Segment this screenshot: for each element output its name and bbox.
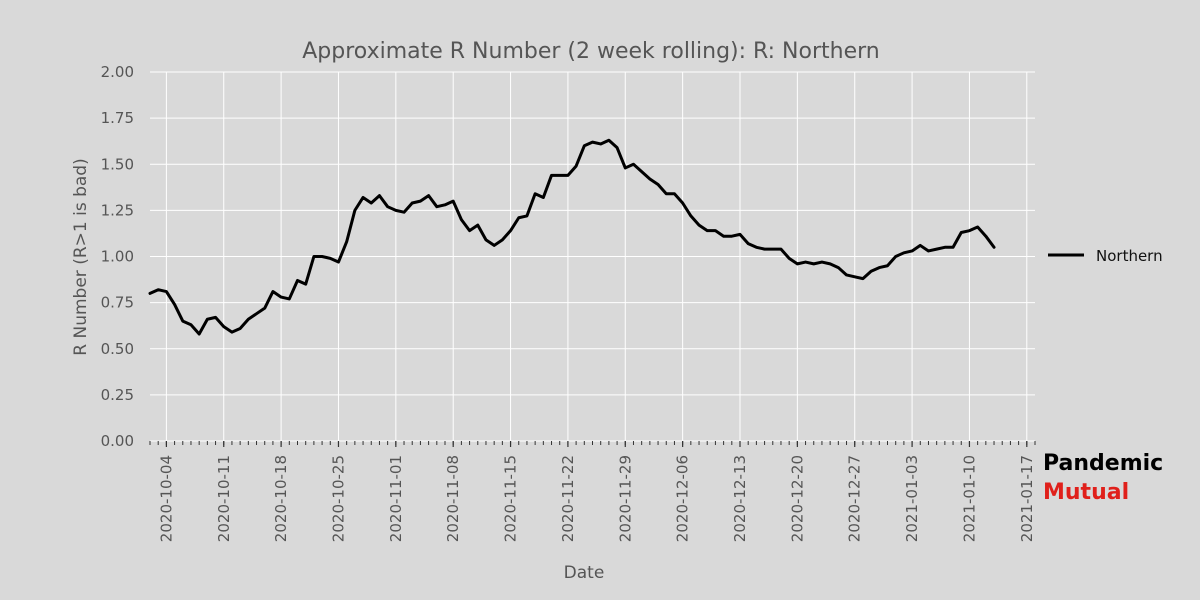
x-tick-label: 2020-11-01 bbox=[387, 455, 405, 542]
x-axis-label: Date bbox=[564, 563, 605, 583]
y-axis-ticks: 0.00 0.25 0.50 0.75 1.00 1.25 1.50 1.75 2.00 bbox=[101, 63, 134, 450]
x-tick-label: 2020-12-27 bbox=[846, 455, 864, 542]
x-tick-label: 2020-11-22 bbox=[559, 455, 577, 542]
y-tick-label: 2.00 bbox=[101, 63, 134, 81]
legend: Northern bbox=[1048, 247, 1163, 265]
x-tick-label: 2020-11-08 bbox=[444, 455, 462, 542]
x-tick-label: 2020-10-25 bbox=[329, 455, 347, 542]
y-tick-label: 1.75 bbox=[101, 109, 134, 127]
brand-line-2: Mutual bbox=[1043, 480, 1129, 505]
x-tick-label: 2021-01-10 bbox=[960, 455, 978, 542]
x-tick-label: 2021-01-17 bbox=[1018, 455, 1036, 542]
y-tick-label: 1.50 bbox=[101, 155, 134, 173]
gridlines bbox=[150, 71, 1035, 442]
x-tick-label: 2020-12-20 bbox=[788, 455, 806, 542]
x-tick-label: 2020-10-04 bbox=[157, 455, 175, 542]
x-tick-label: 2020-12-13 bbox=[731, 455, 749, 542]
brand-logo: Pandemic Mutual bbox=[1043, 451, 1163, 505]
x-tick-label: 2020-11-29 bbox=[616, 455, 634, 542]
x-tick-label: 2020-11-15 bbox=[502, 455, 520, 542]
x-tick-label: 2020-12-06 bbox=[674, 455, 692, 542]
x-tick-label: 2021-01-03 bbox=[903, 455, 921, 542]
x-tick-label: 2020-10-18 bbox=[272, 455, 290, 542]
legend-label: Northern bbox=[1096, 247, 1163, 265]
y-tick-label: 1.25 bbox=[101, 201, 134, 219]
y-tick-label: 0.00 bbox=[101, 432, 134, 450]
y-tick-label: 0.75 bbox=[101, 294, 134, 312]
x-axis-ticks: 2020-10-04 2020-10-11 2020-10-18 2020-10-25… bbox=[149, 441, 1036, 542]
brand-line-1: Pandemic bbox=[1043, 451, 1163, 476]
y-axis-label: R Number (R>1 is bad) bbox=[71, 158, 91, 355]
series-lines bbox=[148, 138, 996, 336]
y-tick-label: 0.50 bbox=[101, 340, 134, 358]
y-tick-label: 1.00 bbox=[101, 248, 134, 266]
series-line-northern bbox=[148, 138, 996, 336]
y-tick-label: 0.25 bbox=[101, 386, 134, 404]
x-tick-label: 2020-10-11 bbox=[215, 455, 233, 542]
chart-title: Approximate R Number (2 week rolling): R… bbox=[302, 39, 879, 64]
